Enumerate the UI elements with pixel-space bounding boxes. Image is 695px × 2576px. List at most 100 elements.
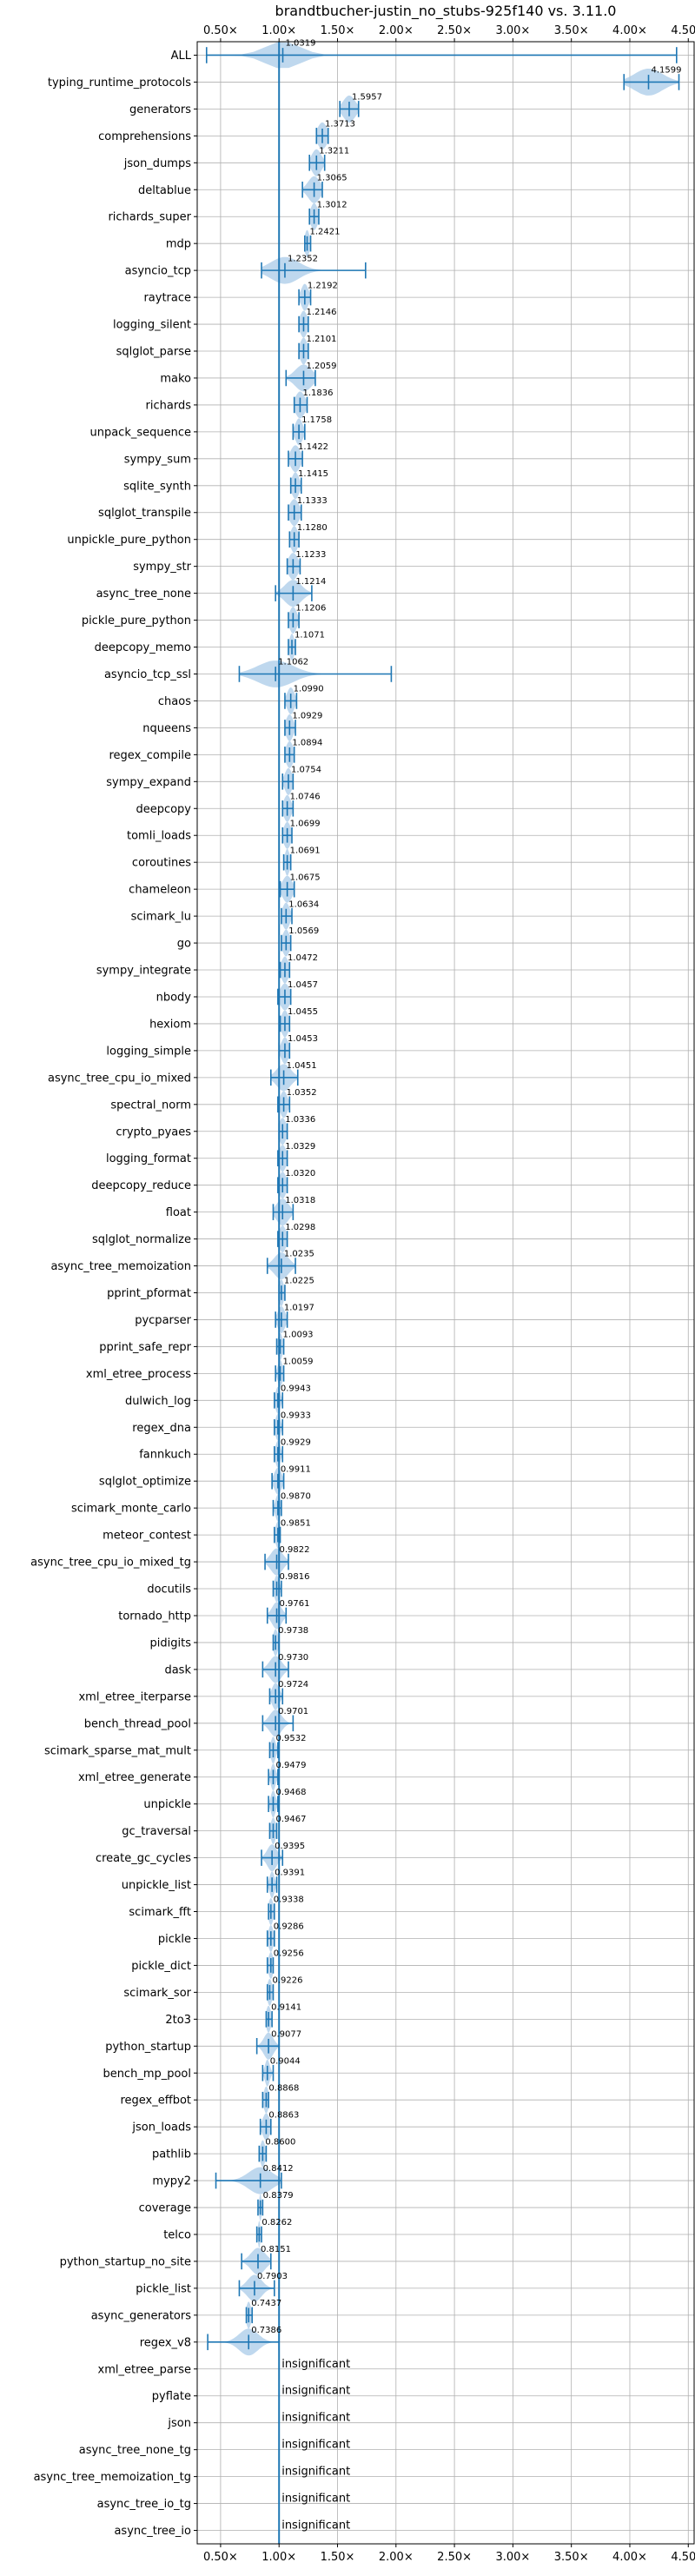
- x-tick-label-bottom: 4.00×: [612, 2551, 647, 2564]
- value-label: 1.1206: [295, 604, 326, 614]
- x-tick-label-top: 4.50×: [671, 24, 695, 37]
- value-label: 0.9044: [270, 2056, 301, 2066]
- benchmark-label: async_tree_io: [114, 2525, 191, 2538]
- value-label: 0.9724: [278, 1680, 308, 1690]
- benchmark-label: meteor_contest: [103, 1530, 191, 1543]
- benchmark-label: asyncio_tcp_ssl: [104, 668, 191, 681]
- x-tick-label-top: 3.50×: [554, 24, 589, 37]
- insignificant-label: insignificant: [281, 2439, 350, 2452]
- x-tick-label-top: 1.50×: [321, 24, 355, 37]
- value-label: 1.0298: [285, 1223, 315, 1232]
- value-label: 1.3211: [319, 146, 349, 156]
- value-label: 0.9256: [274, 1949, 304, 1959]
- value-label: 1.0319: [286, 39, 316, 49]
- benchmark-label: mdp: [166, 238, 191, 251]
- benchmark-label: xml_etree_iterparse: [78, 1690, 191, 1703]
- insignificant-label: insignificant: [281, 2520, 350, 2533]
- value-label: 1.2101: [306, 335, 336, 344]
- chart-title: brandtbucher-justin_no_stubs-925f140 vs.…: [275, 3, 617, 20]
- benchmark-label: comprehensions: [98, 130, 191, 143]
- benchmark-label: pickle_pure_python: [82, 614, 191, 627]
- insignificant-label: insignificant: [281, 2358, 350, 2371]
- x-tick-label-bottom: 0.50×: [203, 2551, 238, 2564]
- value-label: 1.0336: [285, 1115, 315, 1125]
- benchmark-label: pprint_pformat: [107, 1287, 191, 1300]
- value-label: 0.9338: [274, 1895, 304, 1905]
- benchmark-label: xml_etree_process: [86, 1368, 191, 1381]
- benchmark-label: unpack_sequence: [89, 426, 191, 439]
- value-label: 1.1836: [302, 388, 333, 398]
- benchmark-label: 2to3: [165, 2014, 191, 2027]
- value-label: 1.1422: [298, 442, 328, 452]
- value-label: 0.9532: [275, 1734, 306, 1743]
- benchmark-label: deepcopy_reduce: [91, 1179, 191, 1192]
- benchmark-label: telco: [163, 2228, 191, 2241]
- benchmark-label: xml_etree_parse: [98, 2363, 191, 2376]
- benchmark-label: ALL: [171, 50, 192, 63]
- value-label: 0.9943: [281, 1384, 311, 1393]
- x-tick-label-bottom: 3.00×: [495, 2551, 530, 2564]
- value-label: 0.9738: [278, 1626, 308, 1636]
- benchmark-label: async_tree_none_tg: [79, 2444, 191, 2457]
- benchmark-label: scimark_sparse_mat_mult: [44, 1744, 191, 1757]
- value-label: 0.9395: [275, 1842, 305, 1851]
- benchmark-label: generators: [129, 103, 191, 116]
- value-label: 1.0929: [292, 712, 322, 721]
- value-label: 0.9929: [281, 1437, 311, 1447]
- value-label: 1.1062: [278, 658, 308, 667]
- benchmark-label: pprint_safe_repr: [99, 1341, 191, 1354]
- benchmark-label: json: [167, 2417, 191, 2430]
- benchmark-labels: ALL typing_runtime_protocols generators com…: [30, 50, 192, 2538]
- benchmark-label: sqlglot_parse: [116, 346, 191, 359]
- benchmark-label: async_tree_memoization_tg: [34, 2471, 191, 2484]
- value-label: 1.0352: [287, 1088, 317, 1098]
- x-tick-label-top: 2.50×: [437, 24, 472, 37]
- benchmark-label: bench_thread_pool: [84, 1717, 191, 1730]
- value-label: 0.8863: [268, 2110, 299, 2120]
- benchmark-label: regex_v8: [140, 2336, 191, 2349]
- benchmark-label: pickle: [158, 1933, 191, 1946]
- axis-ticks: 0.50× 0.50× 1.00× 1.00× 1.50× 1.50× 2.00× 2.00×…: [194, 24, 695, 2564]
- benchmark-label: deltablue: [138, 184, 191, 197]
- benchmark-label: pathlib: [152, 2148, 191, 2161]
- value-label: 1.0746: [290, 792, 321, 801]
- benchmark-label: richards: [146, 399, 192, 412]
- benchmark-label: regex_compile: [109, 749, 191, 762]
- value-label: 0.8868: [268, 2083, 299, 2093]
- value-label: 1.1214: [295, 577, 326, 587]
- benchmark-label: logging_simple: [106, 1045, 191, 1058]
- value-label: 0.9933: [281, 1411, 311, 1420]
- value-label: 0.9286: [274, 1922, 304, 1932]
- value-label: 0.8600: [265, 2137, 295, 2147]
- benchmark-label: gc_traversal: [122, 1825, 191, 1838]
- benchmark-label: sqlglot_transpile: [98, 507, 191, 520]
- benchmark-label: pyflate: [152, 2390, 191, 2403]
- value-label: 1.3065: [317, 173, 348, 183]
- benchmark-label: tomli_loads: [127, 830, 191, 843]
- value-label: 1.0451: [287, 1061, 317, 1071]
- benchmark-label: deepcopy_memo: [95, 641, 191, 654]
- benchmark-label: async_tree_cpu_io_mixed: [48, 1072, 191, 1085]
- benchmark-label: sympy_sum: [124, 453, 191, 466]
- benchmark-label: richards_super: [108, 211, 191, 224]
- benchmark-label: unpickle: [143, 1798, 191, 1811]
- value-label: 1.0754: [291, 765, 321, 774]
- benchmark-label: async_generators: [91, 2309, 192, 2322]
- x-tick-label-bottom: 1.00×: [261, 2551, 296, 2564]
- value-label: 1.0472: [288, 953, 318, 963]
- benchmark-label: create_gc_cycles: [96, 1852, 191, 1865]
- benchmark-label: dulwich_log: [125, 1395, 191, 1408]
- value-label: 1.0634: [288, 900, 319, 909]
- benchmark-label: logging_silent: [113, 319, 191, 332]
- benchmark-label: dask: [164, 1663, 191, 1676]
- value-label: 1.0093: [283, 1331, 314, 1340]
- value-label: 1.1758: [301, 415, 332, 425]
- value-label: 0.9911: [281, 1464, 311, 1474]
- value-label: 1.0059: [283, 1358, 314, 1367]
- benchmark-label: json_dumps: [123, 157, 191, 170]
- value-label: 1.0569: [288, 926, 319, 936]
- value-labels: 1.0319 4.1599 1.5957 1.3713 1.3211 1.3065 1.30…: [251, 39, 681, 2533]
- benchmark-label: python_startup_no_site: [60, 2255, 191, 2268]
- value-label: 1.0894: [292, 739, 322, 748]
